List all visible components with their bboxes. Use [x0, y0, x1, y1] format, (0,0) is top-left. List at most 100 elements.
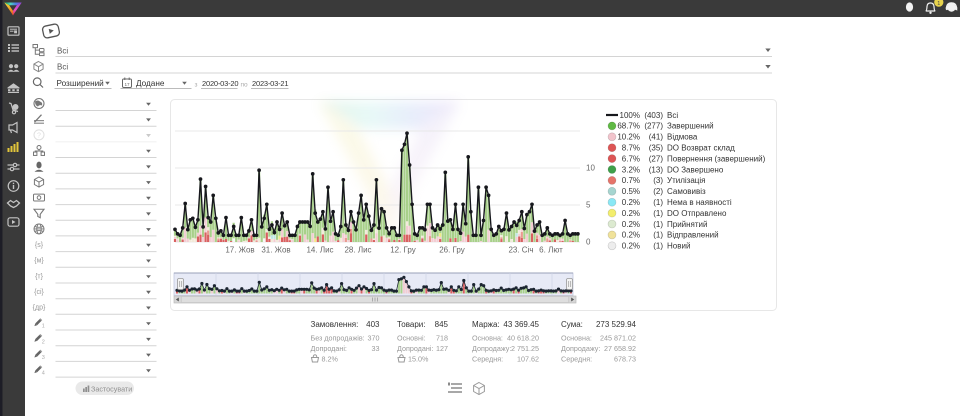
svg-text:12. Гру: 12. Гру: [390, 246, 416, 255]
svg-text:28. Лис: 28. Лис: [344, 246, 371, 255]
svg-text:1: 1: [42, 324, 45, 330]
svg-text:127: 127: [436, 344, 448, 353]
svg-text:100%: 100%: [620, 111, 640, 120]
svg-text:DO Возврат склад: DO Возврат склад: [667, 144, 735, 153]
svg-text:Застосувати: Застосувати: [91, 384, 132, 393]
svg-text:(2): (2): [653, 187, 663, 196]
svg-text:23. Січ: 23. Січ: [508, 246, 533, 255]
svg-text:4: 4: [42, 371, 45, 377]
svg-text:0.7%: 0.7%: [622, 176, 640, 185]
svg-text:2: 2: [42, 339, 45, 345]
svg-text:(1): (1): [653, 209, 663, 218]
svg-text:6.7%: 6.7%: [622, 154, 640, 163]
svg-text:(403): (403): [644, 111, 663, 120]
svg-text:(35): (35): [649, 144, 664, 153]
svg-text:5: 5: [586, 201, 591, 210]
svg-text:8.7%: 8.7%: [622, 144, 640, 153]
svg-text:33: 33: [372, 344, 380, 353]
svg-text:(1): (1): [653, 242, 663, 251]
svg-text:Допродані:: Допродані:: [311, 344, 347, 353]
svg-text:26. Гру: 26. Гру: [439, 246, 465, 255]
svg-text:Маржа:: Маржа:: [472, 320, 500, 329]
svg-text:2023-03-21: 2023-03-21: [252, 79, 288, 88]
svg-text:Середня:: Середня:: [561, 355, 592, 364]
svg-text:2 751.25: 2 751.25: [511, 344, 539, 353]
svg-text:3: 3: [42, 355, 45, 361]
svg-text:273 529.94: 273 529.94: [596, 320, 637, 329]
svg-text:3.2%: 3.2%: [622, 165, 640, 174]
svg-text:14. Лис: 14. Лис: [306, 246, 333, 255]
svg-text:0: 0: [586, 238, 591, 247]
svg-text:370: 370: [368, 334, 380, 343]
svg-text:27 658.92: 27 658.92: [604, 344, 636, 353]
svg-text:Всі: Всі: [57, 47, 68, 56]
svg-text:Самовивіз: Самовивіз: [667, 187, 706, 196]
svg-text:Допродажу:: Допродажу:: [472, 344, 511, 353]
svg-text:Відправлений: Відправлений: [667, 231, 719, 240]
svg-text:8.2%: 8.2%: [322, 355, 339, 364]
svg-text:10: 10: [586, 164, 595, 173]
svg-text:Допродані:: Допродані:: [397, 344, 433, 353]
svg-text:0.2%: 0.2%: [622, 242, 640, 251]
svg-text:Новий: Новий: [667, 242, 690, 251]
svg-text:845: 845: [435, 320, 449, 329]
svg-text:1: 1: [937, 1, 940, 7]
svg-text:17: 17: [124, 82, 130, 87]
svg-text:Середня:: Середня:: [472, 355, 503, 364]
svg-text:Прийнятий: Прийнятий: [667, 220, 708, 229]
svg-text:(1): (1): [653, 198, 663, 207]
svg-text:0.2%: 0.2%: [622, 220, 640, 229]
svg-text:678.73: 678.73: [614, 355, 636, 364]
svg-text:68.7%: 68.7%: [617, 122, 640, 131]
svg-text:(3): (3): [653, 176, 663, 185]
svg-text:718: 718: [436, 334, 448, 343]
svg-text:Допродажу:: Допродажу:: [561, 344, 600, 353]
svg-text:(277): (277): [644, 122, 663, 131]
svg-text:Товари:: Товари:: [397, 320, 425, 329]
svg-text:{м}: {м}: [34, 258, 44, 265]
svg-text:(27): (27): [649, 154, 664, 163]
svg-text:0.5%: 0.5%: [622, 187, 640, 196]
svg-text:{т}: {т}: [35, 273, 44, 280]
svg-text:40 618.20: 40 618.20: [507, 334, 539, 343]
svg-text:Основна:: Основна:: [561, 334, 592, 343]
svg-text:?: ?: [37, 132, 41, 139]
svg-text:DO Отправлено: DO Отправлено: [667, 209, 727, 218]
svg-text:Основні:: Основні:: [397, 334, 426, 343]
svg-text:0.2%: 0.2%: [622, 231, 640, 240]
svg-text:з: з: [195, 82, 198, 89]
svg-text:Розширений: Розширений: [57, 79, 104, 88]
svg-text:DO Завершено: DO Завершено: [667, 165, 724, 174]
svg-text:Нема в наявності: Нема в наявності: [667, 198, 732, 207]
svg-text:{сі}: {сі}: [34, 288, 44, 296]
svg-text:(1): (1): [653, 231, 663, 240]
svg-text:по: по: [241, 82, 249, 89]
svg-text:Всі: Всі: [57, 63, 68, 72]
svg-text:Сума:: Сума:: [561, 320, 583, 329]
svg-text:0.2%: 0.2%: [622, 198, 640, 207]
svg-text:(41): (41): [649, 133, 664, 142]
svg-text:6. Лют: 6. Лют: [539, 246, 563, 255]
svg-text:403: 403: [366, 320, 380, 329]
svg-text:Без допродажів:: Без допродажів:: [311, 334, 365, 343]
svg-text:Відмова: Відмова: [667, 133, 698, 142]
svg-text:2020-03-20: 2020-03-20: [202, 79, 238, 88]
svg-text:{др}: {др}: [33, 305, 46, 312]
svg-text:Завершений: Завершений: [667, 122, 714, 131]
svg-text:Основна:: Основна:: [472, 334, 503, 343]
svg-text:245 871.02: 245 871.02: [600, 334, 636, 343]
svg-text:15.0%: 15.0%: [408, 355, 429, 364]
svg-text:Замовлення:: Замовлення:: [311, 320, 359, 329]
svg-text:Всі: Всі: [667, 111, 678, 120]
svg-text:{s}: {s}: [35, 242, 44, 249]
svg-text:17. Жов: 17. Жов: [225, 246, 254, 255]
svg-text:0.2%: 0.2%: [622, 209, 640, 218]
svg-text:(1): (1): [653, 220, 663, 229]
svg-text:Повернення (завершений): Повернення (завершений): [667, 154, 766, 163]
svg-text:107.62: 107.62: [517, 355, 539, 364]
svg-text:(13): (13): [649, 165, 664, 174]
svg-text:Утилізація: Утилізація: [667, 176, 705, 185]
svg-text:31. Жов: 31. Жов: [261, 246, 290, 255]
svg-text:10.2%: 10.2%: [617, 133, 640, 142]
svg-text:43 369.45: 43 369.45: [503, 320, 539, 329]
